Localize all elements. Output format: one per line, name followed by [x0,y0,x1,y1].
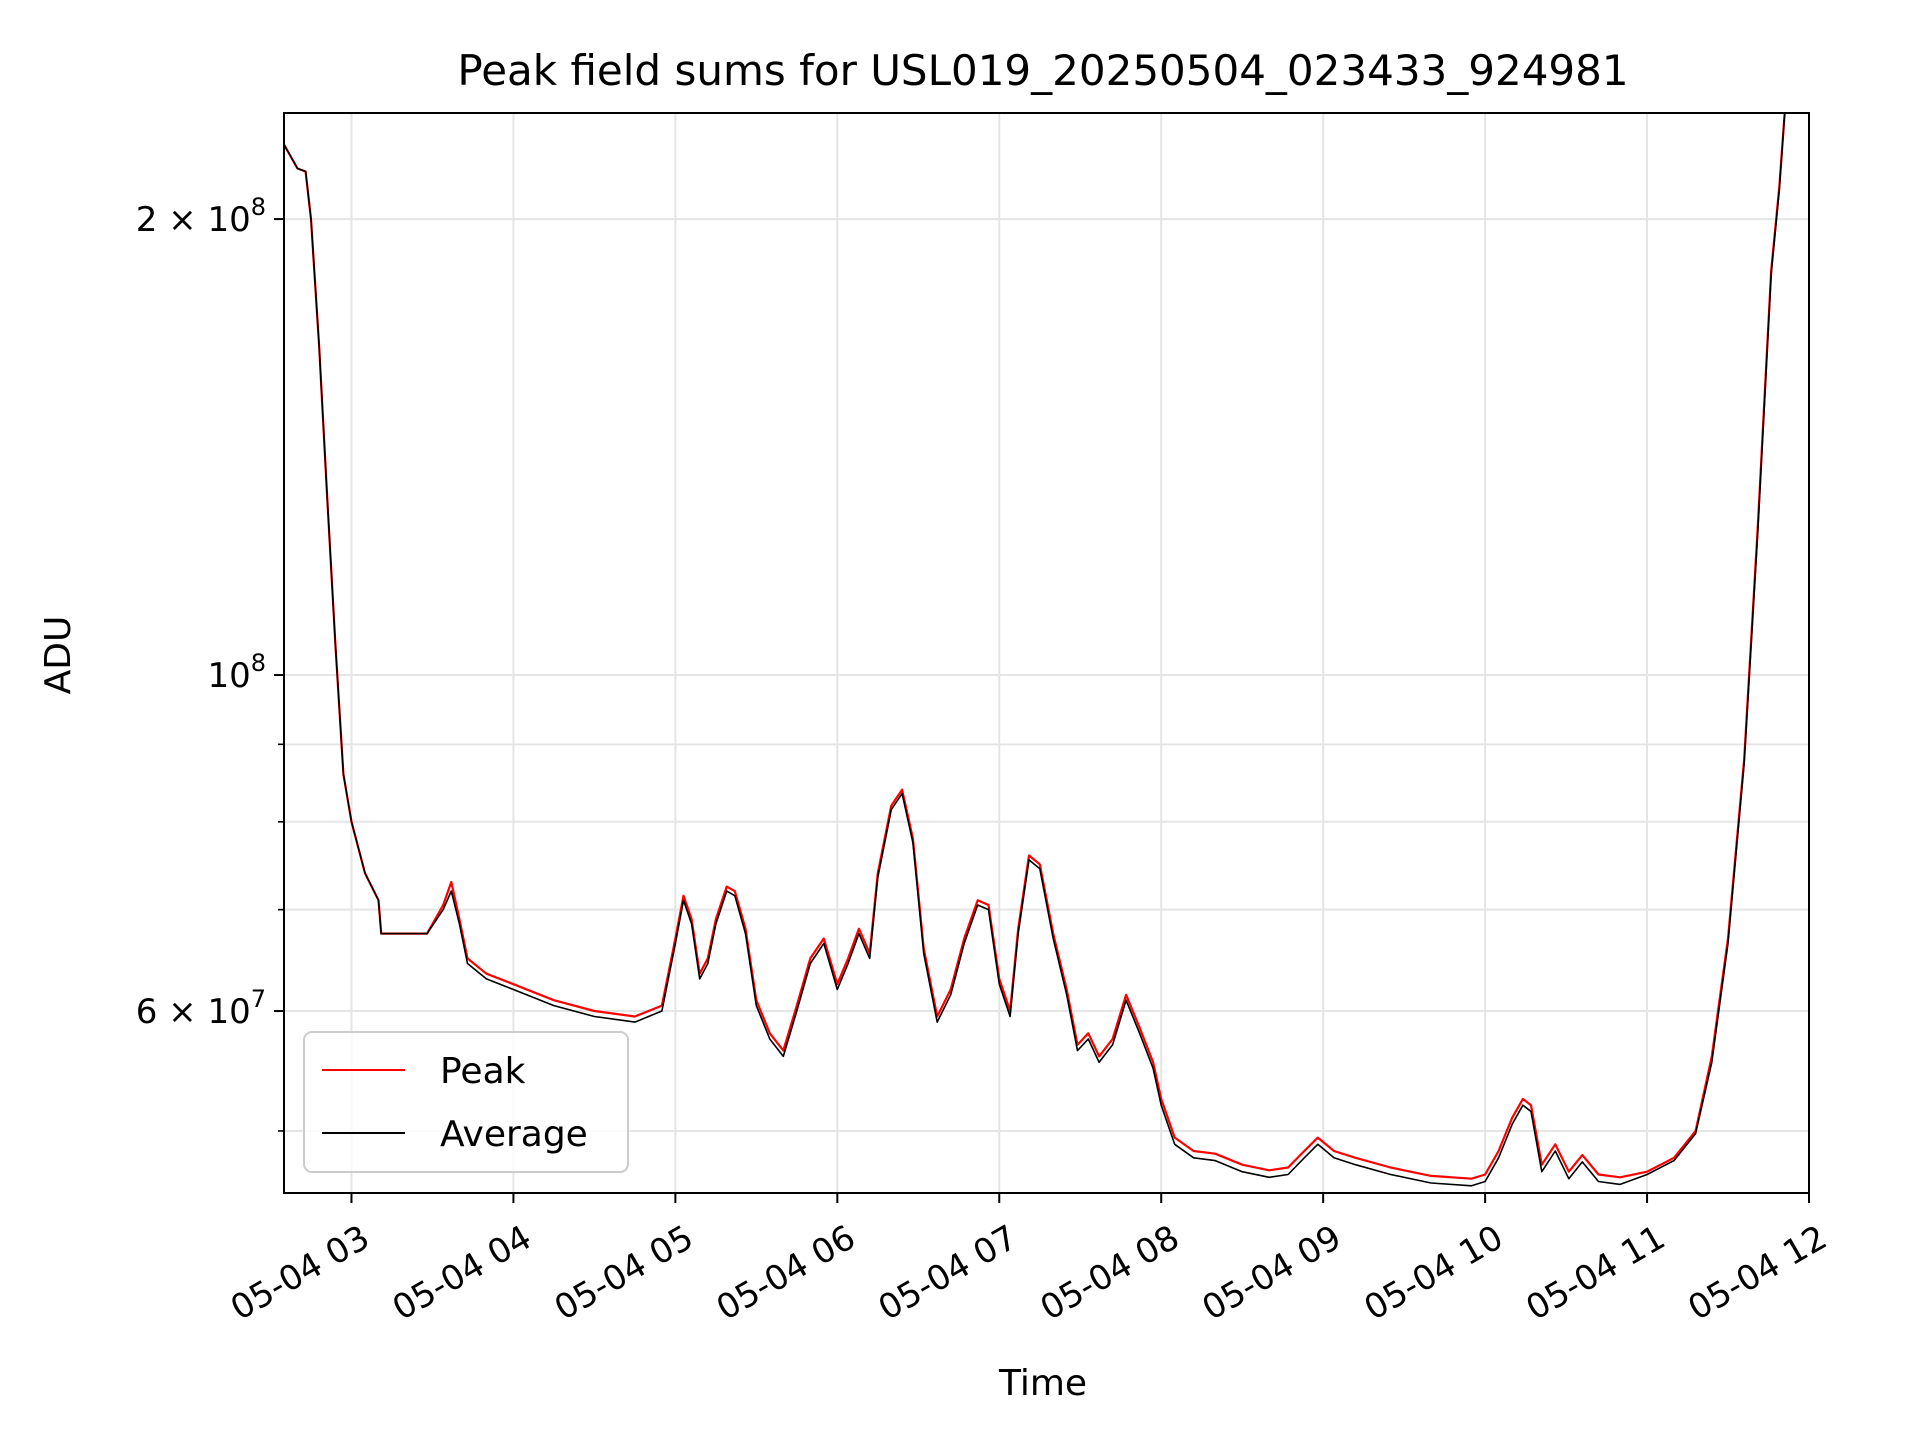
plot-frame [283,112,1810,1194]
grid [284,113,1810,1193]
y-tick-label: 6 × 107 [136,985,266,1032]
legend-label-peak: Peak [440,1051,526,1092]
chart-title: Peak field sums for USL019_20250504_0234… [457,46,1628,95]
y-axis: 2 × 108 108 6 × 107 [136,193,284,1132]
y-axis-label: ADU [38,616,79,695]
legend-label-average: Average [440,1114,588,1155]
x-axis-label: Time [998,1363,1087,1404]
series-line-peak [283,112,1786,1180]
legend-box [303,1031,629,1173]
series-layer [283,112,1786,1187]
y-tick-label: 108 [207,649,266,696]
y-tick-label: 2 × 108 [136,193,266,240]
series-line-average [283,112,1786,1187]
legend: Peak Average [303,1031,629,1173]
